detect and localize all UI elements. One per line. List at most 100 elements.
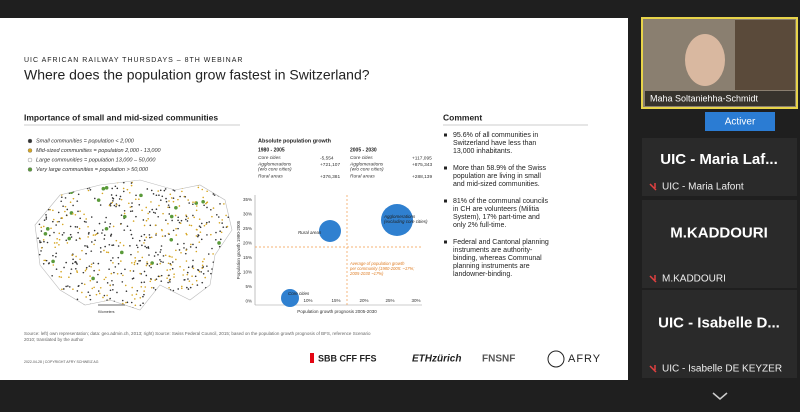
map-dot [192, 259, 194, 262]
map-dot [67, 285, 69, 287]
map-dot [201, 281, 204, 284]
map-dot [165, 219, 167, 221]
map-dot [130, 301, 133, 304]
map-dot [212, 193, 215, 195]
map-dot [159, 189, 162, 192]
map-dot [120, 214, 123, 217]
map-dot [192, 201, 194, 203]
map-dot [94, 239, 96, 242]
map-dot [160, 274, 163, 277]
map-dot [188, 280, 191, 282]
map-dot [206, 221, 208, 224]
map-dot [61, 234, 64, 236]
map-dot [158, 194, 160, 196]
map-dot [210, 233, 212, 236]
activate-button[interactable] [705, 112, 775, 131]
map-dot [98, 222, 101, 225]
map-dot [65, 285, 67, 288]
map-dot [101, 186, 106, 191]
map-dot [197, 235, 199, 238]
map-dot [152, 287, 155, 289]
map-dot [155, 251, 157, 254]
map-dot [188, 202, 190, 204]
map-dot [149, 280, 152, 283]
map-dot [184, 252, 187, 255]
map-dot [131, 262, 133, 264]
map-dot [168, 206, 171, 209]
map-dot [55, 224, 57, 226]
map-dot [198, 241, 201, 243]
map-dot [93, 286, 95, 289]
map-dot [111, 244, 113, 247]
map-dot [145, 219, 148, 222]
comment-text: only 2% full-time. [453, 222, 506, 229]
map-dot [164, 254, 167, 257]
map-dot [129, 229, 132, 232]
map-dot [195, 228, 198, 231]
map-dot [85, 268, 88, 271]
map-dot [122, 302, 124, 305]
map-dot [147, 212, 149, 215]
map-dot [207, 253, 210, 255]
map-dot [147, 217, 149, 220]
map-dot [38, 253, 41, 256]
scroll-down[interactable] [712, 392, 728, 400]
slide-header: UIC AFRICAN RAILWAY THURSDAYS – 8TH WEBI… [24, 57, 243, 64]
map-dot [46, 241, 49, 244]
map-dot [141, 209, 143, 212]
map-dot [185, 232, 187, 235]
map-dot [198, 270, 201, 273]
map-dot [120, 250, 124, 255]
map-dot [86, 245, 88, 247]
logo: FNSNF [482, 354, 515, 365]
map-dot [221, 219, 223, 221]
map-dot [160, 228, 163, 231]
y-tick-label: 5% [245, 284, 252, 289]
map-dot [90, 216, 93, 218]
mic-off-icon [649, 275, 657, 283]
map-dot [124, 284, 127, 287]
y-tick-label: 15% [243, 255, 252, 260]
map-dot [143, 293, 145, 296]
map-dot [122, 190, 125, 193]
map-dot [122, 244, 125, 247]
map-dot [47, 208, 50, 211]
map-dot [81, 282, 83, 285]
map-dot [97, 290, 100, 292]
map-dot [75, 255, 77, 258]
map-dot [79, 217, 81, 220]
map-dot [210, 272, 212, 275]
map-dot [38, 240, 41, 242]
map-dot [212, 207, 215, 209]
map-dot [219, 238, 222, 241]
map-dot [133, 261, 136, 264]
map-dot [202, 196, 204, 199]
map-dot [96, 281, 98, 283]
map-dot [178, 205, 181, 207]
map-dot [156, 263, 159, 266]
map-dot [206, 190, 208, 193]
map-dot [76, 271, 79, 273]
map-dot [116, 291, 118, 294]
map-dot [155, 208, 158, 211]
map-dot [150, 263, 152, 266]
map-dot [186, 271, 189, 274]
row-label: Core cities [350, 155, 373, 161]
map-dot [175, 227, 177, 230]
map-dot [161, 195, 164, 198]
participant-name: M.KADDOURI [662, 274, 726, 285]
comment-text: planning instruments are [453, 263, 530, 270]
map-dot [92, 262, 95, 264]
map-dot [200, 222, 203, 225]
map-dot [139, 304, 142, 307]
map-dot [203, 204, 205, 207]
map-dot [101, 229, 104, 231]
map-dot [53, 242, 56, 244]
map-dot [180, 219, 183, 222]
map-dot [223, 203, 225, 205]
map-dot [195, 209, 198, 212]
map-dot [47, 262, 50, 265]
map-dot [93, 243, 95, 246]
legend-dot [27, 138, 33, 144]
comment-text: 13,000 inhabitants. [453, 148, 512, 155]
